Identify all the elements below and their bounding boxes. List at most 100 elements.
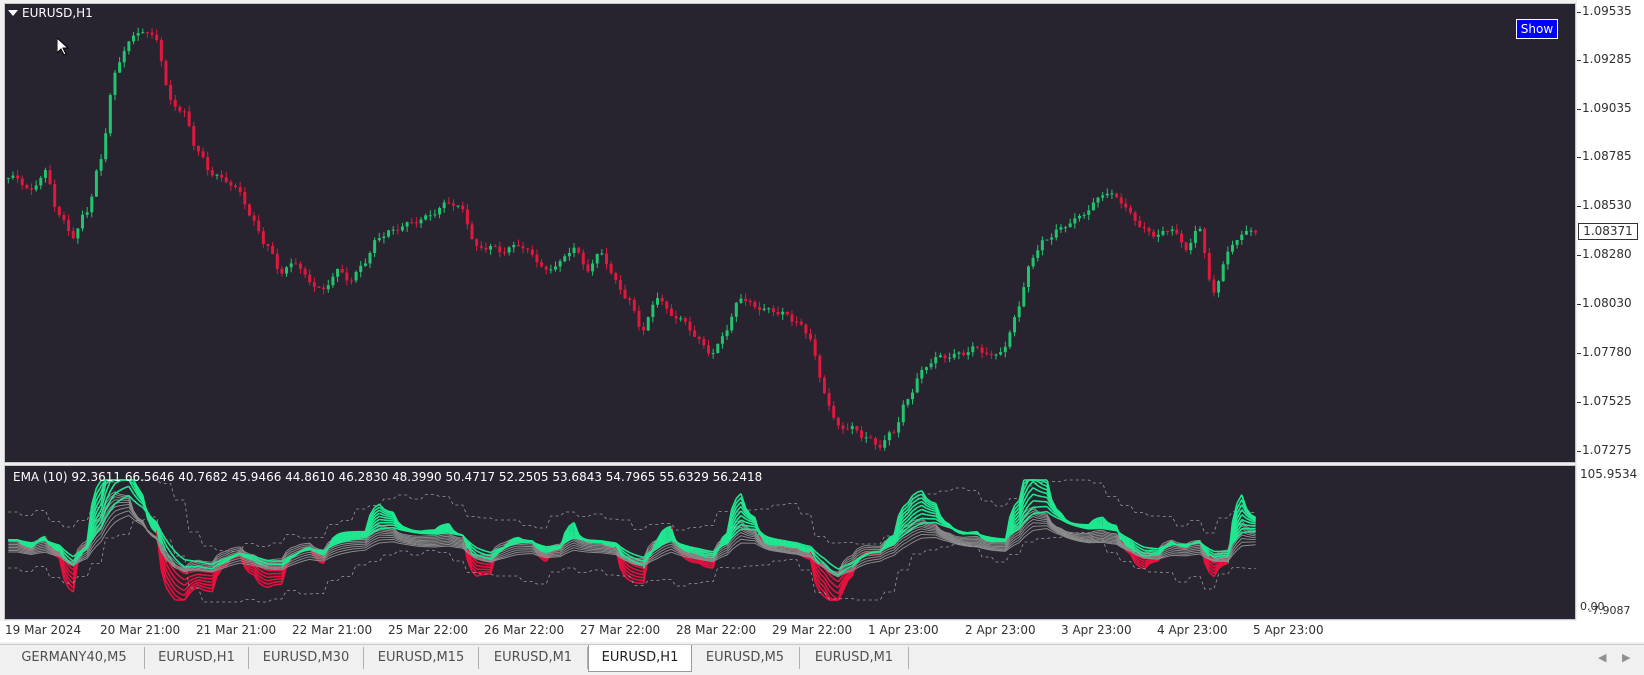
- ema-ribbon-segment: [913, 512, 918, 515]
- ema-ribbon-segment: [194, 561, 199, 562]
- ema-ribbon-segment: [449, 533, 454, 534]
- candle-body: [466, 209, 469, 224]
- candle-body: [271, 246, 274, 254]
- candle-body: [447, 203, 450, 204]
- chevron-right-icon[interactable]: ▶: [1622, 651, 1630, 664]
- candle-body: [614, 273, 617, 280]
- candle-body: [540, 262, 543, 266]
- candle-body: [21, 179, 24, 185]
- ema-ribbon-segment: [611, 542, 616, 543]
- candle-body: [225, 177, 228, 182]
- candle-body: [753, 302, 756, 307]
- ema-ribbon-segment: [917, 509, 922, 511]
- candle-body: [253, 216, 256, 221]
- candle-body: [415, 222, 418, 223]
- candle-body: [401, 226, 404, 230]
- time-tick-label: 25 Mar 22:00: [388, 623, 468, 637]
- ema-ribbon-segment: [412, 532, 417, 533]
- candle-body: [619, 280, 622, 290]
- ema-ribbon-segment: [1246, 532, 1251, 533]
- ema-ribbon-segment: [634, 579, 639, 580]
- tab-eurusd-m30[interactable]: EURUSD,M30: [249, 647, 364, 669]
- time-tick-label: 26 Mar 22:00: [484, 623, 564, 637]
- ema-ribbon-segment: [477, 572, 482, 573]
- candle-body: [628, 298, 631, 300]
- candle-body: [137, 33, 140, 35]
- ema-ribbon-segment: [41, 540, 46, 541]
- ema-ribbon-segment: [1028, 501, 1033, 506]
- ema-ribbon-segment: [778, 540, 783, 541]
- candle-body: [290, 263, 293, 267]
- candle-body: [1226, 252, 1229, 265]
- ema-ribbon-segment: [180, 594, 185, 596]
- triangle-down-icon[interactable]: [8, 10, 18, 16]
- price-tick-mark: [1577, 60, 1581, 61]
- candle-body: [726, 330, 729, 336]
- ema-ribbon-segment: [194, 580, 199, 582]
- candle-body: [1138, 221, 1141, 227]
- ema-ribbon-segment: [27, 542, 32, 543]
- candle-body: [577, 248, 580, 253]
- ema-ribbon-segment: [69, 566, 74, 570]
- ema-ribbon-segment: [787, 541, 792, 542]
- ema-ribbon-segment: [263, 583, 268, 585]
- ema-ribbon-segment: [189, 560, 194, 561]
- candle-body: [865, 437, 868, 438]
- tab-eurusd-h1-active[interactable]: EURUSD,H1: [588, 645, 692, 672]
- candle-body: [1064, 227, 1067, 228]
- ema-ribbon-segment: [198, 585, 203, 587]
- candle-body: [744, 299, 747, 301]
- ema-ribbon-segment: [486, 555, 491, 556]
- ema-ribbon-segment: [931, 508, 936, 509]
- ema-ribbon-segment: [834, 591, 839, 594]
- ema-ribbon-segment: [453, 534, 458, 535]
- candle-body: [851, 426, 854, 429]
- candle-body: [591, 264, 594, 272]
- ema-ribbon-segment: [263, 572, 268, 574]
- candle-body: [1208, 253, 1211, 280]
- ema-ribbon-segment: [203, 584, 208, 585]
- ema-ribbon-segment: [435, 533, 440, 534]
- candle-body: [1008, 332, 1011, 346]
- candle-body: [327, 285, 330, 289]
- ema-ribbon-segment: [931, 516, 936, 517]
- ema-ribbon-segment: [203, 563, 208, 564]
- chevron-left-icon[interactable]: ◀: [1598, 651, 1606, 664]
- candle-body: [104, 133, 107, 159]
- candle-body: [498, 247, 501, 252]
- tab-eurusd-m1[interactable]: EURUSD,M1: [479, 647, 588, 669]
- ema-ribbon-segment: [486, 558, 491, 559]
- price-tick-mark: [1577, 206, 1581, 207]
- candle-body: [44, 170, 47, 178]
- candle-body: [633, 300, 636, 311]
- indicator-title: EMA (10) 92.3611 66.5646 40.7682 45.9466…: [13, 470, 762, 484]
- candle-body: [767, 308, 770, 309]
- time-tick-label: 2 Apr 23:00: [965, 623, 1036, 637]
- candle-body: [215, 175, 218, 176]
- candle-body: [1157, 235, 1160, 237]
- price-tick-label: 1.08280: [1582, 247, 1632, 261]
- price-tick-mark: [1577, 451, 1581, 452]
- ema-ribbon-segment: [1038, 491, 1043, 493]
- candle-body: [382, 237, 385, 238]
- tab-germany40-m5[interactable]: GERMANY40,M5: [4, 647, 145, 669]
- candle-body: [860, 430, 863, 438]
- ema-ribbon-segment: [1033, 513, 1038, 514]
- price-tick-label: 1.07525: [1582, 394, 1632, 408]
- candle-body: [911, 393, 914, 400]
- show-button[interactable]: Show: [1516, 19, 1558, 39]
- candle-body: [883, 440, 886, 448]
- ema-ribbon-segment: [875, 551, 880, 552]
- tab-eurusd-m5[interactable]: EURUSD,M5: [691, 647, 800, 669]
- candle-body: [489, 246, 492, 249]
- tab-eurusd-m15[interactable]: EURUSD,M15: [364, 647, 479, 669]
- ema-ribbon-segment: [996, 538, 1001, 539]
- ema-ribbon-segment: [639, 567, 644, 568]
- tab-eurusd-h1[interactable]: EURUSD,H1: [145, 647, 249, 669]
- candle-body: [429, 215, 432, 216]
- ema-ribbon-segment: [709, 551, 714, 552]
- ema-ribbon-segment: [1084, 528, 1089, 529]
- ema-ribbon-segment: [834, 585, 839, 588]
- ema-ribbon-segment: [203, 581, 208, 582]
- tab-eurusd-m1-2[interactable]: EURUSD,M1: [800, 647, 909, 669]
